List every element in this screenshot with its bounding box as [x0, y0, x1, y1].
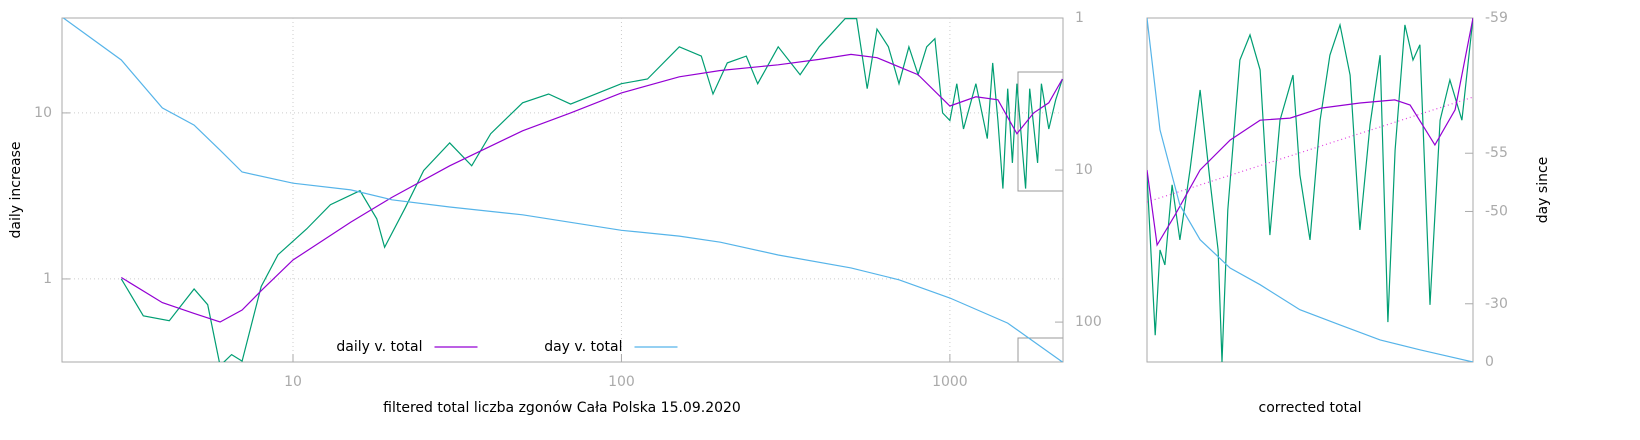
x-axis-label: filtered total liczba zgonów Cała Polska…: [383, 400, 741, 416]
y-axis-label: daily increase: [8, 142, 24, 239]
x-tick-label: 100: [608, 374, 635, 390]
legend-label: day v. total: [544, 339, 622, 355]
plot-frame: [1146, 17, 1474, 363]
y2-tick-label: -59: [1485, 10, 1508, 26]
y-tick-label: 10: [34, 105, 52, 121]
series-line: [1147, 18, 1473, 362]
x-tick-label: 1000: [932, 374, 968, 390]
y2-tick-label: 1: [1075, 10, 1084, 26]
series-line: [120, 18, 1063, 362]
series-line: [63, 18, 1063, 362]
plot-frame: [61, 17, 1064, 363]
x-tick-label: 10: [284, 374, 302, 390]
zoom-box: [1017, 337, 1064, 363]
y2-tick-label: -30: [1485, 296, 1508, 312]
legend-label: daily v. total: [336, 339, 422, 355]
series-line: [1147, 18, 1473, 247]
series-line: [120, 53, 1063, 323]
y2-tick-label: -55: [1485, 145, 1508, 161]
x-axis-label: corrected total: [1259, 400, 1362, 416]
y2-tick-label: 10: [1075, 162, 1093, 178]
y2-tick-label: 0: [1485, 354, 1494, 370]
y2-tick-label: 100: [1075, 314, 1102, 330]
y2-axis-label: day since: [1535, 157, 1551, 224]
y-tick-label: 1: [43, 271, 52, 287]
y2-tick-label: -50: [1485, 203, 1508, 219]
series-line: [1147, 18, 1473, 362]
